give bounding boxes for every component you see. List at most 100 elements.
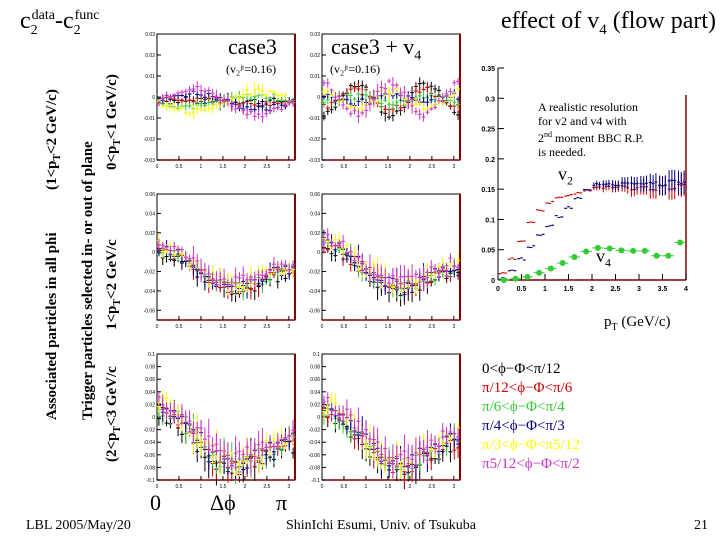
- y-tick-label: 0.04: [310, 390, 320, 396]
- data-point: [383, 82, 388, 94]
- assoc-label: Associated particles in all phi: [44, 232, 61, 420]
- note-line: for v2 and v4 with: [538, 114, 627, 128]
- v2-point: [616, 180, 620, 191]
- x-tick-label: 1: [543, 286, 547, 293]
- data-point: [383, 105, 388, 113]
- data-point: [202, 106, 207, 113]
- data-point: [390, 268, 395, 284]
- v2-label: v2: [558, 164, 573, 189]
- data-point: [172, 241, 177, 252]
- data-point: [164, 102, 169, 111]
- data-point: [245, 273, 250, 287]
- v2-point: [679, 172, 683, 196]
- v2-point: [576, 196, 580, 199]
- data-point: [417, 267, 422, 287]
- sub: T: [112, 425, 123, 433]
- data-point: [195, 421, 200, 434]
- sub: T: [112, 298, 123, 306]
- data-point: [387, 78, 392, 84]
- x-tick-label: 0: [156, 324, 159, 330]
- data-point: [337, 91, 342, 101]
- y-tick-label: -0.1: [311, 478, 320, 484]
- data-point: [172, 251, 177, 259]
- data-point: [222, 97, 227, 104]
- v2-point: [507, 258, 511, 260]
- x-tick-label: 2.5: [263, 484, 270, 490]
- data-point: [233, 93, 238, 99]
- x-tick-label: 0.5: [340, 164, 347, 170]
- v2-point: [573, 198, 577, 200]
- plot-case3v4-row3: 0.1 0.08 0.06 0.04 0.02 0 -0.02 -0.04 -0.06 -0.08…: [309, 352, 461, 490]
- data-point: [248, 441, 253, 476]
- data-point: [271, 257, 276, 272]
- v2-point: [582, 188, 586, 191]
- data-point: [352, 96, 357, 102]
- x-tick-label: 2: [244, 484, 247, 490]
- title-text: effect of v: [501, 8, 600, 34]
- sub: 4: [599, 21, 607, 38]
- legend-item: π/6<ϕ−Φ<π/4: [482, 399, 565, 415]
- v2-point: [532, 221, 536, 224]
- row3-label: (2<pT<3 GeV/c: [104, 366, 123, 462]
- sup: nd: [544, 130, 552, 139]
- data-point: [375, 427, 380, 457]
- x-tick-label: 2.5: [428, 164, 435, 170]
- data-point: [398, 264, 403, 289]
- x-tick-label: 0: [496, 286, 500, 293]
- v2-point: [554, 197, 558, 199]
- data-point: [364, 264, 369, 275]
- v4-label: v4: [596, 246, 611, 271]
- data-point: [291, 447, 296, 459]
- data-point: [199, 107, 204, 113]
- data-point: [245, 83, 250, 97]
- v4-point: [568, 253, 581, 260]
- case3v4-subtitle: (v₂ʲᵗ=0.16): [330, 62, 381, 76]
- y-tick-label: 0.03: [145, 32, 155, 38]
- data-point: [348, 105, 353, 111]
- v2-point: [545, 225, 549, 228]
- data-point: [260, 427, 265, 457]
- y-tick-label: 0.35: [481, 66, 495, 73]
- data-point: [448, 268, 453, 275]
- data-point: [206, 264, 211, 283]
- data-point: [333, 92, 338, 102]
- data-point: [360, 425, 365, 447]
- data-point: [410, 98, 415, 114]
- data-point: [325, 392, 330, 403]
- data-point: [283, 274, 288, 282]
- plot-case3v4-row1: 0.030.020.010-0.01-0.02-0.030 0.5 1 1.5 2 2.5…: [309, 32, 461, 170]
- data-point: [348, 408, 353, 422]
- legend-item: 0<ϕ−Φ<π/12: [482, 361, 561, 377]
- t: 1<p: [104, 305, 120, 330]
- v2-point: [682, 170, 686, 194]
- data-point: [248, 274, 253, 284]
- data-point: [160, 241, 165, 249]
- data-point: [260, 84, 265, 98]
- sub: 4: [605, 255, 611, 270]
- v4-point: [498, 277, 510, 283]
- data-point: [210, 88, 215, 98]
- t: case3 + v: [331, 34, 415, 59]
- y-tick-label: -0.1: [146, 478, 155, 484]
- data-point: [225, 94, 230, 107]
- data-point: [275, 262, 280, 274]
- data-point: [452, 260, 457, 272]
- v4-point: [662, 252, 675, 259]
- x-tick-label: 0: [321, 484, 324, 490]
- data-point: [421, 102, 426, 114]
- data-point: [406, 443, 411, 472]
- x-tick-label: 2: [409, 164, 412, 170]
- case3v4-title: case3 + v4: [331, 34, 421, 64]
- v4-point: [533, 269, 545, 276]
- data-point: [156, 392, 161, 402]
- data-point: [268, 435, 273, 452]
- v2-point: [541, 210, 545, 212]
- trigger-text: Trigger particles selected in- or out of…: [80, 141, 96, 420]
- data-point: [352, 107, 357, 115]
- case3-title: case3: [228, 34, 277, 59]
- data-point: [329, 403, 334, 419]
- data-point: [256, 109, 261, 119]
- data-point: [222, 268, 227, 290]
- data-point: [279, 107, 284, 113]
- data-point: [218, 271, 223, 288]
